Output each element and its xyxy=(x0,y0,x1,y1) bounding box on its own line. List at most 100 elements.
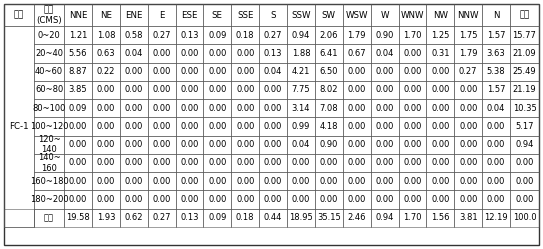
Bar xyxy=(175,62,204,81)
Text: 6.41: 6.41 xyxy=(320,49,338,58)
Text: 8.87: 8.87 xyxy=(68,67,87,76)
Bar xyxy=(92,99,120,117)
Bar xyxy=(399,208,426,227)
Text: 7.08: 7.08 xyxy=(319,104,338,113)
Text: 0.00: 0.00 xyxy=(515,177,534,186)
Bar xyxy=(231,81,259,99)
Bar xyxy=(315,44,343,62)
Bar xyxy=(92,190,120,208)
Bar xyxy=(510,135,539,154)
Text: 0.99: 0.99 xyxy=(292,122,310,131)
Text: 0.00: 0.00 xyxy=(515,158,534,167)
Text: 1.79: 1.79 xyxy=(459,49,477,58)
Bar xyxy=(175,117,204,135)
Bar xyxy=(287,44,315,62)
Bar xyxy=(315,154,343,172)
Bar xyxy=(259,208,287,227)
Bar xyxy=(204,26,231,44)
Text: 0.18: 0.18 xyxy=(236,213,255,222)
Bar xyxy=(399,62,426,81)
Text: ESE: ESE xyxy=(181,10,198,19)
Bar xyxy=(315,172,343,190)
Bar xyxy=(371,208,399,227)
Bar xyxy=(482,44,510,62)
Text: 0.00: 0.00 xyxy=(431,104,450,113)
Text: 0.63: 0.63 xyxy=(97,49,115,58)
Bar xyxy=(204,99,231,117)
Text: 1.21: 1.21 xyxy=(69,31,87,40)
Text: 3.63: 3.63 xyxy=(487,49,506,58)
Bar xyxy=(454,44,482,62)
Bar xyxy=(148,62,175,81)
Text: 0.27: 0.27 xyxy=(459,67,477,76)
Bar xyxy=(204,135,231,154)
Text: 0.00: 0.00 xyxy=(69,158,87,167)
Text: NNE: NNE xyxy=(69,10,87,19)
Text: 0.00: 0.00 xyxy=(264,122,282,131)
Text: 0.00: 0.00 xyxy=(153,122,171,131)
Bar xyxy=(64,172,92,190)
Bar xyxy=(231,99,259,117)
Bar xyxy=(287,208,315,227)
Bar xyxy=(371,26,399,44)
Text: 0.00: 0.00 xyxy=(124,195,143,204)
Text: 0.00: 0.00 xyxy=(153,158,171,167)
Bar xyxy=(204,81,231,99)
Bar xyxy=(92,62,120,81)
Bar xyxy=(287,172,315,190)
Bar xyxy=(92,135,120,154)
Bar xyxy=(315,190,343,208)
Bar xyxy=(454,190,482,208)
Text: 0.00: 0.00 xyxy=(69,122,87,131)
Text: 5.56: 5.56 xyxy=(69,49,87,58)
Bar xyxy=(34,172,64,190)
Text: 140~
160: 140~ 160 xyxy=(37,153,60,173)
Text: 0.00: 0.00 xyxy=(320,195,338,204)
Text: 0.00: 0.00 xyxy=(348,158,366,167)
Text: 5.38: 5.38 xyxy=(487,67,506,76)
Bar xyxy=(34,135,64,154)
Text: NW: NW xyxy=(433,10,448,19)
Text: 0.00: 0.00 xyxy=(236,104,255,113)
Text: 0.00: 0.00 xyxy=(487,122,506,131)
Text: 0.00: 0.00 xyxy=(375,140,394,149)
Text: 0.13: 0.13 xyxy=(264,49,282,58)
Text: 0.09: 0.09 xyxy=(208,213,226,222)
Bar xyxy=(204,154,231,172)
Bar xyxy=(510,117,539,135)
Bar xyxy=(454,172,482,190)
Bar xyxy=(510,99,539,117)
Text: 0.00: 0.00 xyxy=(431,67,450,76)
Text: 0.00: 0.00 xyxy=(403,177,422,186)
Text: 1.70: 1.70 xyxy=(403,213,422,222)
Bar xyxy=(148,154,175,172)
Bar xyxy=(482,62,510,81)
Text: 80~100: 80~100 xyxy=(33,104,66,113)
Text: 0.00: 0.00 xyxy=(124,177,143,186)
Text: 0.27: 0.27 xyxy=(264,31,282,40)
Text: 35.15: 35.15 xyxy=(317,213,341,222)
Bar xyxy=(34,99,64,117)
Bar xyxy=(259,172,287,190)
Bar xyxy=(482,4,510,26)
Text: 0.00: 0.00 xyxy=(236,177,255,186)
Bar xyxy=(64,208,92,227)
Text: 0.04: 0.04 xyxy=(124,49,143,58)
Bar xyxy=(175,172,204,190)
Text: FC-1: FC-1 xyxy=(9,122,29,131)
Bar xyxy=(287,81,315,99)
Text: 5.17: 5.17 xyxy=(515,122,534,131)
Bar xyxy=(454,4,482,26)
Bar xyxy=(259,154,287,172)
Text: 6.50: 6.50 xyxy=(320,67,338,76)
Text: 0.00: 0.00 xyxy=(208,195,226,204)
Bar xyxy=(343,190,371,208)
Text: 0.00: 0.00 xyxy=(403,122,422,131)
Text: 0.00: 0.00 xyxy=(97,195,115,204)
Text: 0.00: 0.00 xyxy=(236,85,255,94)
Bar xyxy=(399,26,426,44)
Text: S: S xyxy=(270,10,276,19)
Text: 4.18: 4.18 xyxy=(320,122,338,131)
Text: 19.58: 19.58 xyxy=(66,213,90,222)
Bar xyxy=(120,26,148,44)
